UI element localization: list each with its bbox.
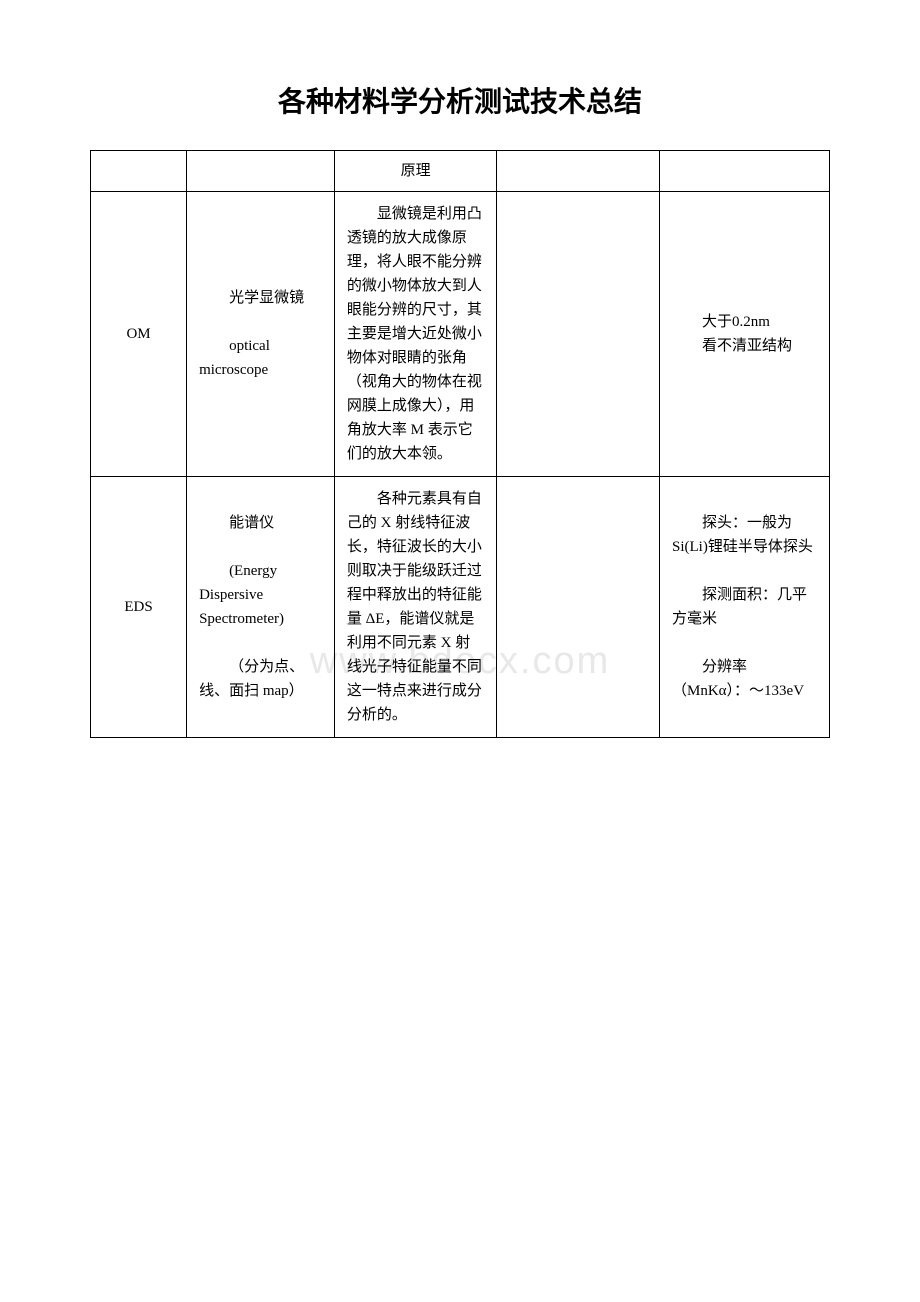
analysis-techniques-table: 原理 OM 光学显微镜 optical microscope 显微镜是利用凸透镜… [90,150,830,738]
table-header-row: 原理 [91,151,830,192]
page-title: 各种材料学分析测试技术总结 [90,80,830,120]
technique-name-en: (Energy Dispersive Spectrometer) [199,559,322,631]
technique-spec: 探头：一般为 Si(Li)锂硅半导体探头 探测面积：几平方毫米 分辨率（MnKα… [660,477,830,738]
technique-name-en: optical microscope [199,334,322,382]
header-cell [660,151,830,192]
technique-name-cn: 光学显微镜 [199,286,322,310]
spec-line: 看不清亚结构 [672,334,817,358]
technique-principle: 显微镜是利用凸透镜的放大成像原理，将人眼不能分辨的微小物体放大到人眼能分辨的尺寸… [334,192,497,477]
header-cell [91,151,187,192]
technique-name-cn: 能谱仪 [199,511,322,535]
technique-principle: 各种元素具有自己的 X 射线特征波长，特征波长的大小则取决于能级跃迁过程中释放出… [334,477,497,738]
principle-text: 各种元素具有自己的 X 射线特征波长，特征波长的大小则取决于能级跃迁过程中释放出… [347,487,485,727]
header-cell-principle: 原理 [334,151,497,192]
principle-text: 显微镜是利用凸透镜的放大成像原理，将人眼不能分辨的微小物体放大到人眼能分辨的尺寸… [347,202,485,466]
technique-spec: 大于0.2nm 看不清亚结构 [660,192,830,477]
empty-cell [497,192,660,477]
spec-line: 大于0.2nm [672,310,817,334]
technique-name: 光学显微镜 optical microscope [187,192,335,477]
technique-name: 能谱仪 (Energy Dispersive Spectrometer) （分为… [187,477,335,738]
table-row: OM 光学显微镜 optical microscope 显微镜是利用凸透镜的放大… [91,192,830,477]
header-cell [187,151,335,192]
spec-line: 探头：一般为 Si(Li)锂硅半导体探头 [672,511,817,559]
technique-abbrev: OM [91,192,187,477]
spec-line: 分辨率（MnKα）：～133eV [672,655,817,703]
technique-abbrev: EDS [91,477,187,738]
technique-name-note: （分为点、线、面扫 map） [199,655,322,703]
empty-cell [497,477,660,738]
table-row: EDS 能谱仪 (Energy Dispersive Spectrometer)… [91,477,830,738]
spec-line: 探测面积：几平方毫米 [672,583,817,631]
header-cell [497,151,660,192]
